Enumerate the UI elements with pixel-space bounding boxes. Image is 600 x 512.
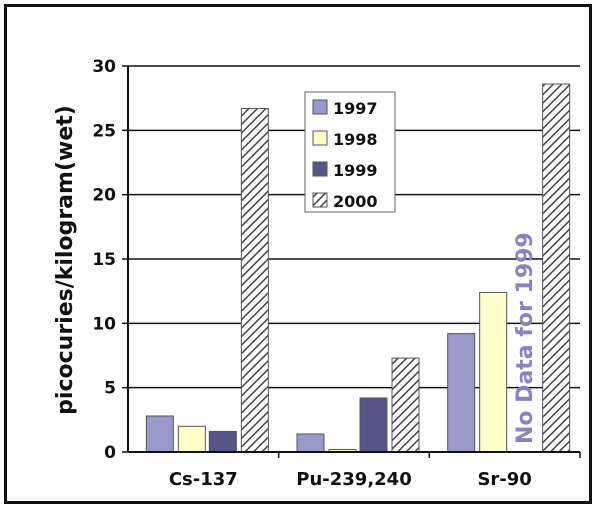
legend-swatch-1998 xyxy=(312,130,328,146)
legend-swatch-2000 xyxy=(312,192,328,208)
bar-1997-pu-239-240 xyxy=(296,433,325,453)
legend-label-1997: 1997 xyxy=(333,99,378,118)
y-tick-label: 15 xyxy=(92,250,116,270)
bar-1997-sr-90 xyxy=(447,333,476,453)
bar-1997-cs-137 xyxy=(145,415,174,453)
y-tick-label: 25 xyxy=(92,121,116,141)
y-tick-label: 0 xyxy=(104,443,116,463)
bars xyxy=(145,83,571,453)
bar-2000-sr-90 xyxy=(542,83,571,453)
legend-swatch-1999 xyxy=(312,161,328,177)
y-axis-label: picocuries/kilogram(wet) xyxy=(53,105,78,415)
y-tick-label: 10 xyxy=(92,314,116,334)
legend-label-1999: 1999 xyxy=(333,161,378,180)
x-category-label: Sr-90 xyxy=(477,469,531,490)
annotation-no-data-1999: No Data for 1999 xyxy=(513,232,538,444)
bar-1999-cs-137 xyxy=(208,430,237,453)
bar-1998-sr-90 xyxy=(479,291,508,453)
legend-swatch-1997 xyxy=(312,99,328,115)
bar-2000-pu-239-240 xyxy=(391,357,420,453)
x-category-label: Cs-137 xyxy=(169,469,238,490)
legend-label-1998: 1998 xyxy=(333,130,378,149)
axes: 0 5 10 15 20 25 30 Cs-137 Pu-239,240 Sr-90 xyxy=(92,57,581,490)
bar-1998-cs-137 xyxy=(177,425,206,453)
y-tick-label: 30 xyxy=(92,57,116,77)
legend-label-2000: 2000 xyxy=(333,192,378,211)
legend: 1997 1998 1999 2000 xyxy=(304,91,396,213)
y-tick-label: 20 xyxy=(92,186,116,206)
y-tick-label: 5 xyxy=(104,379,116,399)
x-category-label: Pu-239,240 xyxy=(296,469,411,490)
bar-2000-cs-137 xyxy=(240,107,269,453)
bar-1999-pu-239-240 xyxy=(359,397,388,453)
legend-box xyxy=(304,91,396,213)
